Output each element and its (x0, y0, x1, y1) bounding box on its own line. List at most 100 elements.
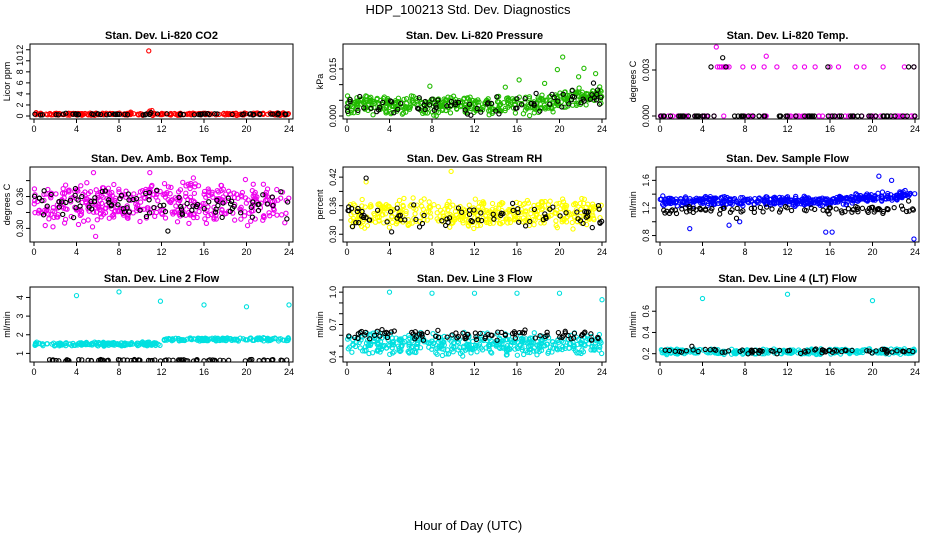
data-point (56, 358, 62, 362)
data-point (44, 203, 50, 209)
data-point (723, 64, 729, 70)
data-point (537, 97, 543, 103)
data-point (429, 346, 435, 352)
data-point (257, 111, 263, 117)
data-point (911, 64, 917, 70)
data-point (901, 64, 908, 70)
data-point (124, 205, 130, 211)
data-point (400, 202, 406, 209)
data-point (391, 328, 397, 334)
data-point (116, 289, 122, 295)
data-point (205, 186, 211, 192)
data-point (447, 224, 453, 230)
scatter-points (345, 168, 605, 235)
data-point (504, 337, 510, 343)
panel-title: Stan. Dev. Li-820 Pressure (406, 30, 543, 42)
data-point (183, 190, 189, 196)
data-point (250, 181, 256, 187)
data-point (737, 219, 743, 225)
data-point (496, 111, 502, 117)
data-point (201, 358, 207, 362)
data-point (511, 329, 518, 335)
data-point (361, 105, 367, 111)
data-point (706, 197, 712, 203)
data-point (514, 290, 520, 296)
data-point (588, 331, 594, 337)
data-point (97, 211, 104, 217)
data-point (468, 112, 474, 118)
data-point (270, 202, 276, 209)
data-point (476, 99, 482, 105)
data-point (477, 330, 483, 337)
data-point (412, 211, 418, 217)
data-point (78, 208, 85, 215)
scatter-points (345, 289, 605, 359)
data-point (232, 217, 238, 223)
data-point (260, 181, 267, 187)
x-tick-label: 8 (742, 124, 747, 134)
data-point (879, 346, 885, 352)
y-tick-label: 4 (15, 91, 25, 96)
data-point (267, 337, 274, 343)
data-point (570, 335, 577, 341)
data-point (53, 342, 60, 348)
data-point (36, 340, 42, 347)
data-point (141, 194, 147, 201)
x-tick-label: 0 (31, 367, 36, 377)
data-point (868, 113, 874, 119)
data-point (106, 197, 112, 203)
data-point (912, 191, 918, 197)
data-point (812, 347, 818, 353)
data-point (138, 206, 144, 213)
data-point (408, 202, 414, 208)
data-point (461, 96, 467, 102)
data-point (673, 200, 679, 206)
y-axis-label: ml/min (628, 311, 638, 338)
data-point (166, 357, 172, 362)
data-point (441, 342, 447, 348)
data-point (50, 224, 56, 230)
data-point (413, 206, 419, 212)
data-point (537, 105, 544, 111)
data-point (414, 344, 420, 350)
data-point (125, 191, 132, 197)
data-point (598, 350, 605, 357)
data-point (565, 92, 571, 99)
y-axis-label: percent (315, 189, 325, 220)
data-point (184, 200, 190, 207)
data-point (92, 233, 99, 239)
data-point (466, 343, 472, 349)
data-point (792, 64, 798, 70)
x-tick-label: 20 (241, 247, 251, 257)
data-point (73, 111, 79, 117)
data-point (180, 179, 186, 185)
data-point (50, 208, 56, 214)
data-point (556, 290, 563, 296)
data-point (40, 343, 46, 349)
scatter-points (657, 173, 918, 242)
data-point (873, 348, 879, 354)
data-point (215, 189, 222, 195)
data-point (542, 333, 548, 340)
data-point (861, 64, 867, 70)
data-point (850, 113, 857, 119)
data-point (32, 341, 39, 348)
data-point (882, 347, 888, 353)
data-point (59, 190, 66, 196)
data-point (116, 189, 122, 195)
data-point (516, 329, 523, 336)
data-point (695, 348, 701, 355)
data-point (444, 103, 450, 109)
data-point (771, 200, 778, 206)
data-point (580, 220, 586, 227)
data-point (668, 346, 674, 352)
data-point (409, 349, 416, 355)
data-point (536, 348, 542, 355)
data-point (562, 96, 568, 102)
data-point (490, 211, 496, 217)
data-point (700, 113, 706, 119)
data-point (433, 333, 439, 339)
plot-frame (655, 43, 920, 120)
data-point (363, 93, 369, 99)
